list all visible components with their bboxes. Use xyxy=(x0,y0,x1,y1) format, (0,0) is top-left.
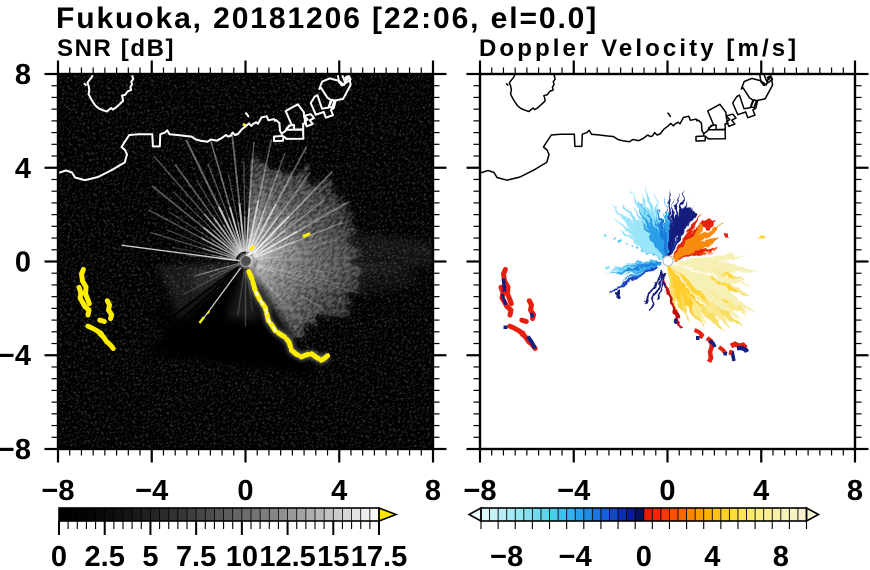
svg-text:0: 0 xyxy=(15,247,31,279)
svg-text:10: 10 xyxy=(226,541,258,570)
svg-text:SNR [dB]: SNR [dB] xyxy=(57,35,175,62)
svg-text:−8: −8 xyxy=(0,434,31,466)
svg-text:8: 8 xyxy=(773,541,789,570)
svg-text:4: 4 xyxy=(753,475,769,507)
svg-text:−4: −4 xyxy=(0,340,31,372)
svg-text:−4: −4 xyxy=(559,541,592,570)
svg-text:Fukuoka, 20181206 [22:06, el=0: Fukuoka, 20181206 [22:06, el=0.0] xyxy=(56,2,598,35)
svg-text:12.5: 12.5 xyxy=(259,541,315,570)
svg-text:8: 8 xyxy=(15,59,31,91)
svg-text:−4: −4 xyxy=(135,475,168,507)
svg-text:Doppler Velocity [m/s]: Doppler Velocity [m/s] xyxy=(479,35,799,62)
svg-text:−8: −8 xyxy=(463,475,496,507)
svg-text:0: 0 xyxy=(237,475,253,507)
svg-text:15: 15 xyxy=(317,541,349,570)
svg-text:5: 5 xyxy=(142,541,158,570)
svg-text:17.5: 17.5 xyxy=(351,541,407,570)
svg-text:−8: −8 xyxy=(41,475,74,507)
svg-text:2.5: 2.5 xyxy=(85,541,125,570)
svg-text:−4: −4 xyxy=(557,475,590,507)
svg-text:4: 4 xyxy=(704,541,720,570)
svg-text:8: 8 xyxy=(847,475,863,507)
svg-text:8: 8 xyxy=(425,475,441,507)
svg-text:0: 0 xyxy=(659,475,675,507)
svg-text:4: 4 xyxy=(331,475,347,507)
svg-text:−8: −8 xyxy=(490,541,523,570)
svg-text:0: 0 xyxy=(636,541,652,570)
svg-text:7.5: 7.5 xyxy=(176,541,216,570)
svg-text:4: 4 xyxy=(15,153,31,185)
svg-text:0: 0 xyxy=(51,541,67,570)
